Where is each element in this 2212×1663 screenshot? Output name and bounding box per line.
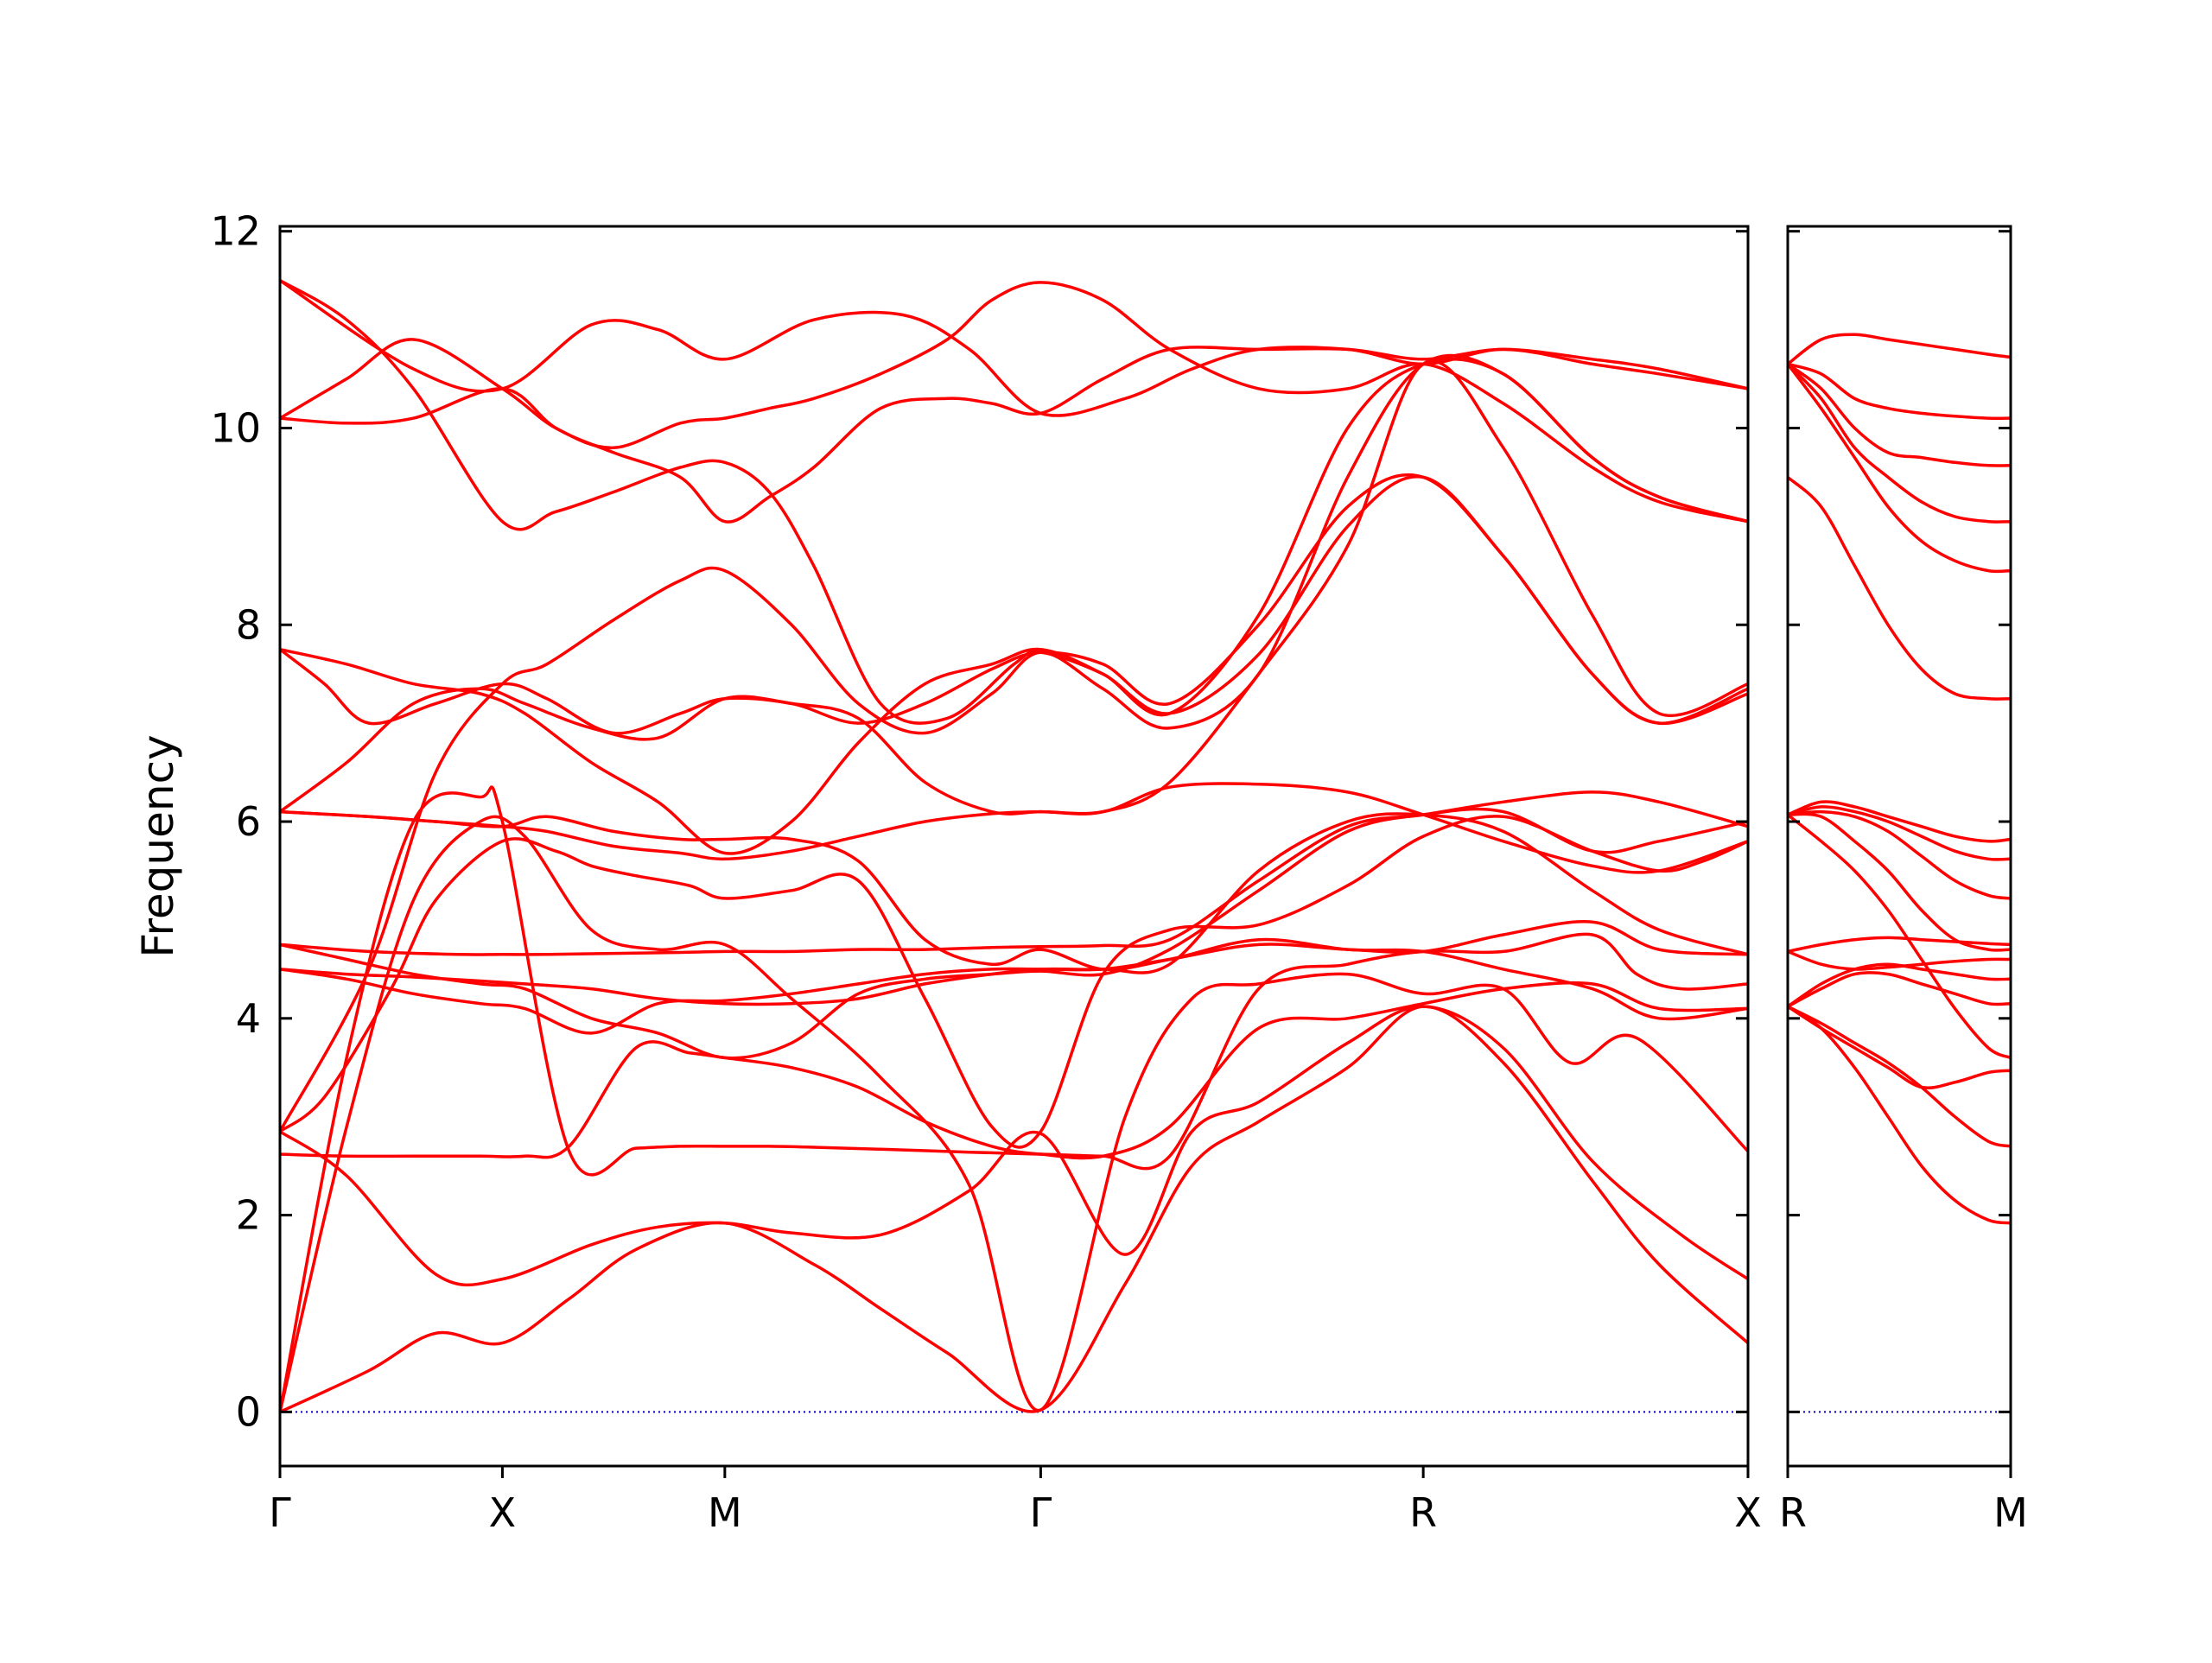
band-right-18 bbox=[1788, 1005, 2011, 1225]
band-left-6 bbox=[280, 815, 1748, 1149]
band-left-17 bbox=[280, 278, 1748, 725]
band-left-19 bbox=[280, 281, 1748, 524]
band-left-9 bbox=[280, 790, 1748, 956]
xtick-label-left-4: Γ bbox=[1030, 1489, 1052, 1536]
xtick-label-left-1: Γ bbox=[269, 1489, 291, 1536]
ytick-label: 2 bbox=[236, 1192, 261, 1239]
ytick-label: 4 bbox=[236, 995, 261, 1042]
band-right-6 bbox=[1788, 475, 2011, 701]
band-right-16 bbox=[1788, 1005, 2011, 1089]
band-right-17 bbox=[1788, 1005, 2011, 1148]
band-left-5 bbox=[280, 981, 1748, 1160]
xtick-label-right-1: R bbox=[1779, 1489, 1807, 1536]
band-right-15 bbox=[1788, 971, 2011, 1008]
band-right-3 bbox=[1788, 362, 2011, 467]
axes-frame-left bbox=[278, 225, 1750, 1468]
band-right-14 bbox=[1788, 962, 2011, 1008]
xtick-label-right-2: M bbox=[1993, 1489, 2028, 1536]
band-left-3 bbox=[280, 815, 1748, 1414]
band-right-10 bbox=[1788, 812, 2011, 952]
band-left-13 bbox=[280, 359, 1748, 816]
axes-group bbox=[278, 225, 2012, 1478]
band-left-7 bbox=[280, 920, 1748, 1035]
band-right-11 bbox=[1788, 813, 2011, 1060]
band-right-1 bbox=[1788, 333, 2011, 366]
xtick-label-left-6: X bbox=[1734, 1489, 1762, 1536]
band-right-7 bbox=[1788, 800, 2011, 843]
band-left-20 bbox=[280, 278, 1748, 417]
xtick-label-left-5: R bbox=[1409, 1489, 1437, 1536]
axes-frame-right bbox=[1786, 225, 2012, 1468]
xtick-label-left-3: M bbox=[708, 1489, 742, 1536]
ytick-label: 6 bbox=[236, 798, 261, 845]
bands-right bbox=[1788, 333, 2011, 1225]
band-left-15 bbox=[280, 473, 1748, 735]
band-right-8 bbox=[1788, 805, 2011, 861]
band-left-10 bbox=[280, 812, 1748, 1006]
band-left-1 bbox=[280, 1005, 1748, 1414]
ytick-label: 8 bbox=[236, 601, 261, 648]
band-right-2 bbox=[1788, 362, 2011, 421]
xtick-label-left-2: X bbox=[489, 1489, 517, 1536]
band-right-12 bbox=[1788, 936, 2011, 954]
band-left-12 bbox=[280, 809, 1748, 1021]
bands-left bbox=[280, 278, 1748, 1414]
band-right-4 bbox=[1788, 362, 2011, 524]
band-series-group bbox=[280, 278, 2011, 1414]
ytick-label: 0 bbox=[236, 1388, 261, 1435]
ytick-label: 10 bbox=[210, 404, 261, 451]
band-left-4 bbox=[280, 785, 1748, 1414]
ytick-label: 12 bbox=[210, 208, 261, 255]
band-right-9 bbox=[1788, 809, 2011, 900]
band-right-5 bbox=[1788, 362, 2011, 574]
band-left-18 bbox=[280, 346, 1748, 524]
y-axis-label: Frequency bbox=[133, 734, 183, 957]
band-left-11 bbox=[280, 782, 1748, 874]
